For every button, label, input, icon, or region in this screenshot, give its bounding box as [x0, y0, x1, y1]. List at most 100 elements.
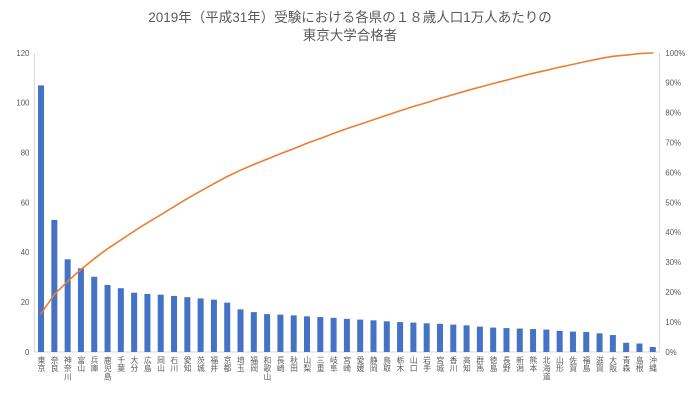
- x-axis-label-18: 長崎: [276, 356, 286, 373]
- x-axis-label-15: 埼玉: [236, 356, 246, 373]
- x-axis-label-19: 秋田: [289, 356, 299, 373]
- right-axis-tick: 10%: [665, 318, 681, 327]
- x-axis-label-34: 徳島: [488, 356, 498, 373]
- right-axis-tick: 20%: [665, 288, 681, 297]
- x-axis-label-22: 岐阜: [329, 356, 339, 373]
- bar-38: [543, 329, 550, 352]
- bar-11: [184, 297, 191, 352]
- bar-22: [330, 317, 337, 352]
- x-axis-label-43: 大阪: [608, 356, 618, 373]
- bar-1: [51, 219, 58, 352]
- bar-18: [277, 314, 284, 352]
- x-axis-label-30: 宮城: [435, 356, 445, 373]
- bar-26: [383, 321, 390, 352]
- bar-43: [609, 335, 616, 352]
- bar-40: [569, 331, 576, 352]
- bar-23: [343, 318, 350, 352]
- x-axis-label-2: 神奈川: [63, 356, 73, 381]
- bar-16: [250, 312, 257, 352]
- x-axis-label-24: 愛媛: [355, 356, 365, 373]
- x-axis-label-6: 千葉: [116, 356, 126, 373]
- bar-3: [77, 268, 84, 352]
- x-axis-label-28: 山口: [409, 356, 419, 373]
- right-axis-tick: 60%: [665, 168, 681, 177]
- right-axis-tick: 70%: [665, 139, 681, 148]
- bar-36: [516, 328, 523, 352]
- right-axis-tick: 80%: [665, 109, 681, 118]
- bar-39: [556, 330, 563, 352]
- left-axis-tick: 40: [21, 248, 30, 257]
- x-axis-label-33: 群馬: [475, 356, 485, 373]
- bar-5: [104, 284, 111, 352]
- bar-20: [304, 316, 311, 352]
- right-axis-tick: 90%: [665, 79, 681, 88]
- x-axis-label-16: 福岡: [249, 356, 259, 373]
- x-axis-label-21: 三重: [316, 356, 326, 373]
- x-axis-label-11: 愛知: [183, 356, 193, 373]
- x-axis-label-27: 栃木: [395, 356, 405, 373]
- x-axis-label-4: 兵庫: [90, 356, 100, 373]
- x-axis-label-29: 岩手: [422, 356, 432, 373]
- x-axis-label-10: 石川: [169, 356, 179, 373]
- chart-title-line1: 2019年（平成31年）受験における各県の１８歳人口1万人あたりの: [148, 10, 552, 25]
- x-axis-label-31: 香川: [449, 356, 459, 373]
- bar-27: [397, 322, 404, 352]
- x-axis-label-3: 富山: [76, 356, 86, 373]
- left-axis-tick: 80: [21, 148, 30, 157]
- bar-10: [171, 295, 178, 352]
- bar-7: [131, 292, 138, 352]
- bar-17: [264, 314, 271, 352]
- bar-21: [317, 317, 324, 352]
- x-axis-label-7: 大分: [129, 356, 139, 373]
- x-axis-label-44: 青森: [621, 356, 631, 373]
- x-axis-label-32: 高知: [462, 356, 472, 373]
- bar-46: [649, 347, 656, 352]
- bar-44: [623, 342, 630, 352]
- left-axis-tick: 120: [16, 49, 30, 58]
- bar-32: [463, 325, 470, 352]
- x-axis-label-23: 宮崎: [342, 356, 352, 373]
- x-axis-label-36: 新潟: [515, 356, 525, 373]
- left-axis-tick: 100: [16, 99, 30, 108]
- bar-2: [64, 259, 71, 352]
- bar-12: [197, 298, 204, 352]
- bar-25: [370, 320, 377, 352]
- x-axis-label-12: 茨城: [196, 356, 206, 373]
- right-axis-tick: 0%: [665, 348, 676, 357]
- right-axis-tick: 100%: [665, 49, 685, 58]
- bar-28: [410, 322, 417, 352]
- bar-9: [157, 294, 164, 352]
- right-axis-tick: 30%: [665, 258, 681, 267]
- x-axis-label-35: 長野: [502, 356, 512, 373]
- left-axis-tick: 0: [25, 348, 30, 357]
- left-axis-tick: 60: [21, 198, 30, 207]
- bar-41: [583, 332, 590, 352]
- right-axis-tick: 40%: [665, 228, 681, 237]
- x-axis-label-8: 広島: [143, 356, 153, 373]
- bar-15: [237, 309, 244, 352]
- bar-19: [290, 315, 297, 352]
- bar-0: [38, 85, 45, 353]
- bar-13: [210, 299, 217, 352]
- bar-30: [436, 323, 443, 352]
- bar-29: [423, 323, 430, 352]
- bar-33: [476, 326, 483, 352]
- bar-34: [490, 327, 497, 352]
- right-axis-tick: 50%: [665, 198, 681, 207]
- x-axis-label-9: 岡山: [156, 356, 166, 373]
- bar-6: [117, 288, 124, 352]
- x-axis-label-41: 福島: [582, 356, 592, 373]
- bar-45: [636, 343, 643, 352]
- bar-8: [144, 293, 151, 352]
- bar-14: [224, 302, 231, 352]
- chart-title-line2: 東京大学合格者: [302, 28, 398, 43]
- x-axis-label-26: 鳥取: [382, 356, 392, 373]
- x-axis-label-45: 島根: [635, 356, 645, 373]
- x-axis-label-1: 奈良: [50, 356, 60, 373]
- bar-4: [91, 276, 98, 352]
- bar-37: [530, 329, 537, 352]
- x-axis-label-39: 山形: [555, 356, 565, 373]
- x-axis-label-0: 東京: [36, 356, 46, 373]
